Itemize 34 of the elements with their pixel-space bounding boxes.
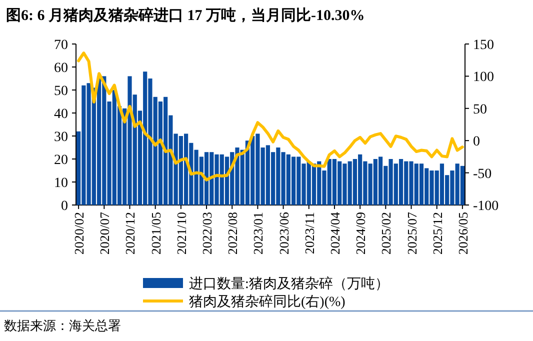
x-tick-label: 2024/09 [353, 212, 368, 255]
y2-tick-label: 50 [473, 102, 487, 118]
x-tick-label: 2022/08 [225, 212, 240, 255]
x-tick-label: 2025/12 [430, 212, 445, 255]
x-tick-label: 2021/05 [148, 212, 164, 255]
x-tick-label: 2020/02 [72, 212, 87, 255]
x-tick-label: 2023/11 [302, 212, 317, 254]
x-tick-label: 2020/12 [122, 212, 138, 255]
x-tick-label: 2023/01 [250, 212, 266, 255]
x-tick-label: 2026/05 [455, 212, 470, 255]
legend-label: 进口数量:猪肉及猪杂碎（万吨） [189, 276, 389, 292]
legend-label: 猪肉及猪杂碎同比(右)(%) [189, 294, 346, 310]
y-tick-label: 60 [54, 61, 68, 76]
y-tick-label: 10 [54, 176, 68, 191]
y2-tick-label: -50 [473, 166, 492, 182]
y2-tick-label: 100 [473, 70, 494, 86]
y-tick-label: 40 [54, 107, 68, 122]
x-tick-label: 2020/07 [97, 212, 112, 255]
y2-tick-label: -100 [473, 199, 499, 214]
source-note: 数据来源：海关总署 [4, 318, 121, 333]
chart-title: 图6: 6 月猪肉及猪杂碎进口 17 万吨，当月同比-10.30% [6, 6, 365, 24]
x-tick-label: 2023/06 [276, 212, 292, 255]
y2-tick-label: 150 [473, 38, 494, 53]
y2-tick-label: 0 [473, 134, 480, 150]
x-tick-label: 2024/04 [327, 212, 342, 255]
x-tick-label: 2022/03 [200, 212, 215, 255]
x-tick-label: 2025/02 [378, 212, 394, 255]
x-tick-label: 2025/07 [404, 212, 420, 255]
y-tick-label: 30 [54, 130, 68, 145]
x-tick-label: 2021/10 [174, 212, 189, 255]
y-tick-label: 50 [54, 84, 68, 99]
y-tick-label: 70 [54, 38, 68, 53]
y-tick-label: 0 [61, 199, 68, 214]
y-tick-label: 20 [54, 153, 68, 168]
